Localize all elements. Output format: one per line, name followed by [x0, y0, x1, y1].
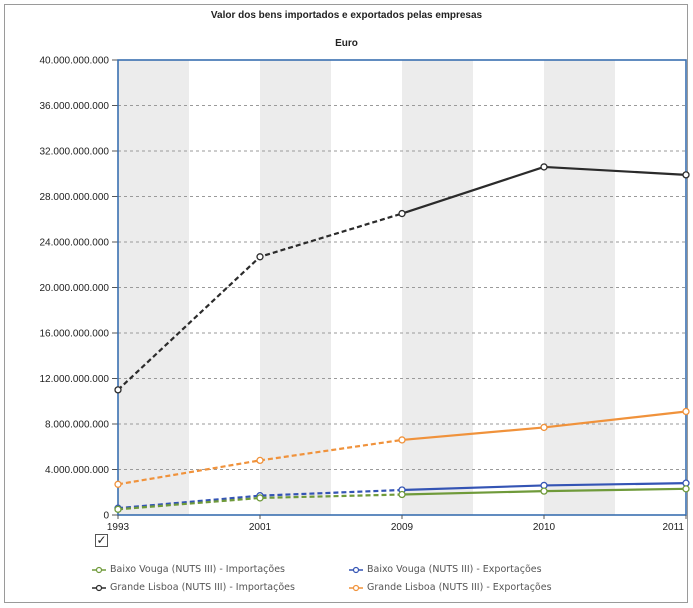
data-point: [256, 253, 264, 261]
data-point: [540, 163, 548, 171]
y-tick-label: 24.000.000.000: [39, 238, 109, 249]
x-tick-label: 2011: [662, 522, 684, 533]
y-tick-label: 36.000.000.000: [39, 101, 109, 112]
checkbox-toggle[interactable]: ✓: [95, 534, 108, 547]
legend-item-grande-lisboa-exportacoes[interactable]: Grande Lisboa (NUTS III) - Exportações: [349, 582, 552, 593]
y-tick-label: 8.000.000.000: [45, 420, 109, 431]
chart-frame: [4, 4, 688, 603]
data-point: [256, 456, 264, 465]
data-point: [398, 209, 406, 218]
legend-label: Grande Lisboa (NUTS III) - Importações: [110, 582, 295, 593]
y-tick-label: 0: [103, 511, 109, 522]
legend-marker-icon: [349, 584, 363, 591]
data-point: [682, 485, 690, 493]
y-tick-label: 16.000.000.000: [39, 329, 109, 340]
data-point: [398, 490, 406, 499]
data-point: [398, 436, 406, 444]
data-point: [682, 407, 690, 416]
data-point: [682, 171, 690, 179]
y-tick-label: 32.000.000.000: [39, 147, 109, 158]
legend-item-grande-lisboa-importacoes[interactable]: Grande Lisboa (NUTS III) - Importações: [92, 582, 295, 593]
y-tick-label: 4.000.000.000: [45, 465, 109, 476]
legend-marker-icon: [349, 566, 363, 573]
chart-subtitle: Euro: [335, 38, 358, 49]
legend-marker-icon: [92, 566, 106, 573]
data-point: [540, 423, 548, 432]
data-point: [114, 386, 122, 394]
legend-item-baixo-vouga-exportacoes[interactable]: Baixo Vouga (NUTS III) - Exportações: [349, 564, 542, 575]
legend-label: Grande Lisboa (NUTS III) - Exportações: [367, 582, 552, 593]
x-tick-label: 2009: [391, 522, 414, 533]
data-point: [114, 480, 122, 488]
y-tick-label: 28.000.000.000: [39, 192, 109, 203]
x-tick-label: 1993: [107, 522, 130, 533]
x-tick-label: 2010: [533, 522, 556, 533]
grid-band: [260, 60, 331, 515]
y-tick-label: 40.000.000.000: [39, 56, 109, 67]
chart-title: Valor dos bens importados e exportados p…: [210, 10, 483, 21]
grid-band: [544, 60, 615, 515]
legend-label: Baixo Vouga (NUTS III) - Exportações: [367, 564, 542, 575]
legend-item-baixo-vouga-importacoes[interactable]: Baixo Vouga (NUTS III) - Importações: [92, 564, 285, 575]
grid-band: [118, 60, 189, 515]
legend-label: Baixo Vouga (NUTS III) - Importações: [110, 564, 285, 575]
x-tick-label: 2001: [249, 522, 272, 533]
y-tick-label: 12.000.000.000: [39, 374, 109, 385]
data-point: [540, 487, 548, 495]
data-point: [256, 494, 264, 502]
data-point: [114, 505, 122, 513]
checkmark-icon: ✓: [96, 533, 107, 547]
y-tick-label: 20.000.000.000: [39, 283, 109, 294]
legend-marker-icon: [92, 584, 106, 591]
